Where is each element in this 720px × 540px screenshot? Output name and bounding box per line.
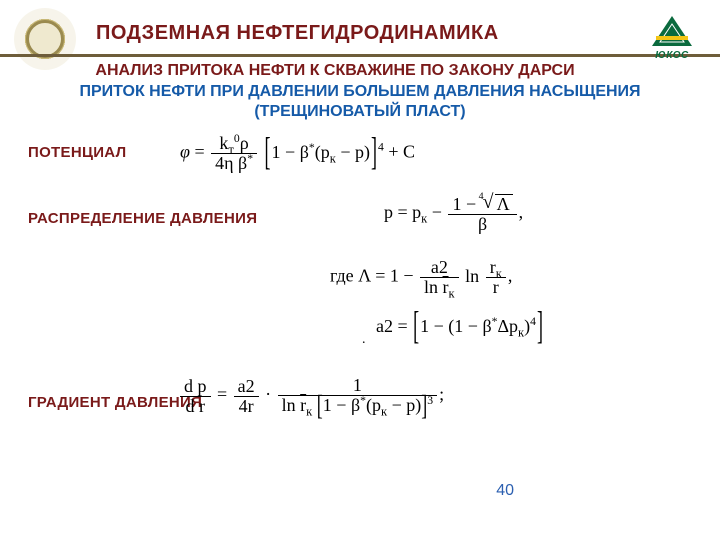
emblem-badge xyxy=(14,8,76,70)
equation-a2: a2 = [1 − (1 − β*Δpк)4] xyxy=(376,316,544,338)
triangle-icon xyxy=(650,14,694,48)
equation-gradient: d p d r = a2 4r · 1 ln rк [1 − β*(pк − p… xyxy=(178,376,444,416)
dot-separator: . xyxy=(362,332,366,348)
page-title: ПОДЗЕМНАЯ НЕФТЕГИДРОДИНАМИКА xyxy=(96,22,499,45)
equation-pressure: p = pк − 1 − 4√Λ β , xyxy=(384,194,523,234)
subtitle-1: АНАЛИЗ ПРИТОКА НЕФТИ К СКВАЖИНЕ ПО ЗАКОН… xyxy=(40,62,630,80)
brand-word: ЮКОС xyxy=(642,50,702,61)
brand-logo: ЮКОС xyxy=(642,14,702,61)
label-pressure-distribution: РАСПРЕДЕЛЕНИЕ ДАВЛЕНИЯ xyxy=(28,210,257,227)
equation-lambda: где Λ = 1 − a2 ln rк ln rкr, xyxy=(330,258,512,297)
equation-potential: φ = kт0ρ 4η β* [1 − β*(pк − p)]4 + C xyxy=(180,134,415,173)
header-rule xyxy=(0,54,720,57)
label-potential: ПОТЕНЦИАЛ xyxy=(28,144,126,161)
slide: ЮКОС ПОДЗЕМНАЯ НЕФТЕГИДРОДИНАМИКА АНАЛИЗ… xyxy=(0,0,720,540)
label-pressure-gradient: ГРАДИЕНТ ДАВЛЕНИЯ xyxy=(28,394,202,411)
page-number: 40 xyxy=(496,482,514,500)
subtitle-2: ПРИТОК НЕФТИ ПРИ ДАВЛЕНИИ БОЛЬШЕМ ДАВЛЕН… xyxy=(60,82,660,122)
